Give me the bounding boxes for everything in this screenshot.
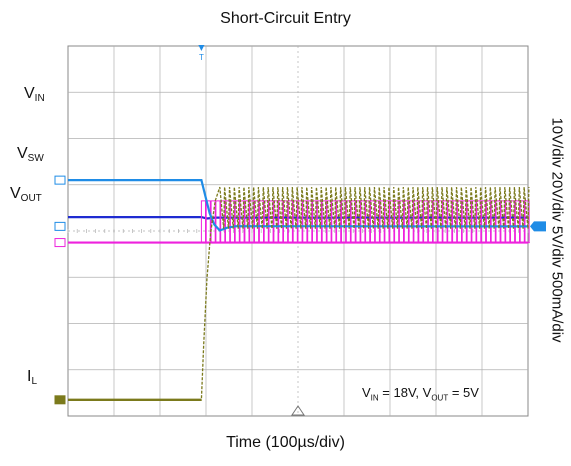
trigger-level-marker [530, 221, 546, 232]
il-label: IL [27, 368, 38, 387]
vout-ref-marker [54, 221, 66, 231]
conditions-annotation: VIN = 18V, VOUT = 5V [362, 385, 479, 403]
vsw-label: VSW [17, 145, 44, 164]
plot-markers: T [54, 45, 546, 416]
trigger-marker-label: T [199, 53, 204, 62]
x-axis-label: Time (100µs/div) [226, 434, 345, 451]
center-marker [291, 405, 305, 416]
trigger-arrow [198, 45, 205, 51]
il-trace [68, 186, 530, 401]
chart-title: Short-Circuit Entry [220, 10, 351, 27]
vin-label: VIN [24, 85, 45, 104]
il-ref-marker [54, 395, 66, 405]
vertical-scale-label: 10V/div 20V/div 5V/div 500mA/div [548, 117, 566, 343]
vout-label: VOUT [10, 185, 42, 204]
vout-ref-marker [54, 175, 66, 185]
vsw-ref-marker [54, 238, 66, 248]
plot-traces [68, 179, 530, 401]
